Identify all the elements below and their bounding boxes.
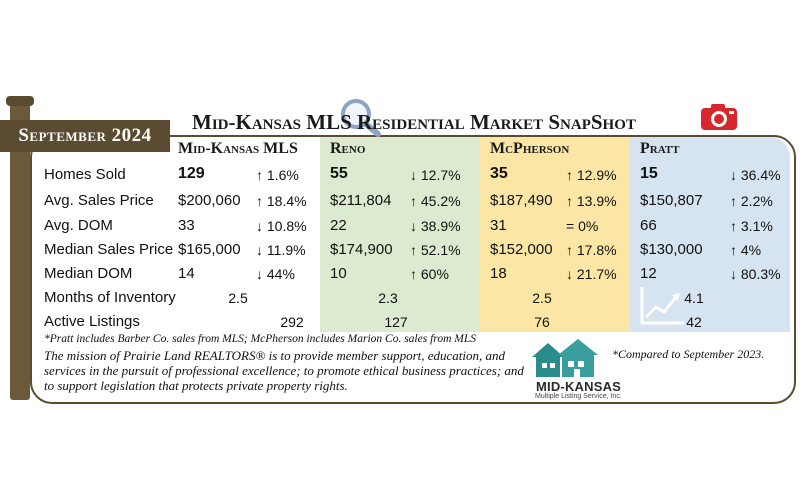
mk-homes-sold-change: ↑ 1.6% [256, 167, 299, 183]
mcp-homes-sold: 35 [490, 165, 508, 182]
mk-homes-sold: 129 [178, 165, 205, 182]
mcp-median-dom-change: ↓ 21.7% [566, 266, 617, 282]
reno-avg-dom: 22 [330, 217, 347, 234]
pratt-avg-price-change: ↑ 2.2% [730, 193, 773, 209]
header-pratt: Pratt [640, 140, 680, 157]
pratt-avg-dom: 66 [640, 217, 657, 234]
reno-homes-sold: 55 [330, 165, 348, 182]
reno-homes-sold-change: ↓ 12.7% [410, 167, 461, 183]
mcp-avg-dom-change: = 0% [566, 218, 599, 234]
reno-median-price: $174,900 [330, 241, 393, 258]
mission-statement: The mission of Prairie Land REALTORS® is… [44, 348, 524, 393]
row-label-median-dom: Median DOM [44, 265, 133, 282]
mk-months-inventory: 2.5 [228, 290, 248, 306]
reno-avg-dom-change: ↓ 38.9% [410, 218, 461, 234]
row-label-homes-sold: Homes Sold [44, 166, 126, 183]
pratt-median-dom-change: ↓ 80.3% [730, 266, 781, 282]
row-label-avg-sales-price: Avg. Sales Price [44, 192, 154, 209]
mk-median-price: $165,000 [178, 241, 241, 258]
mk-median-dom: 14 [178, 265, 195, 282]
reno-median-dom-change: ↑ 60% [410, 266, 449, 282]
reno-median-dom: 10 [330, 265, 347, 282]
camera-icon [701, 104, 737, 130]
mk-median-price-change: ↓ 11.9% [256, 242, 306, 258]
mcp-median-price: $152,000 [490, 241, 553, 258]
mcp-avg-price-change: ↑ 13.9% [566, 193, 617, 209]
pratt-months-inventory: 4.1 [684, 290, 704, 306]
reno-column-bg [320, 137, 480, 332]
logo-subtitle: Multiple Listing Service, Inc. [535, 393, 622, 400]
reno-avg-price-change: ↑ 45.2% [410, 193, 461, 209]
reno-avg-price: $211,804 [330, 192, 392, 209]
mid-kansas-column-bg [170, 137, 320, 332]
reno-active-listings: 127 [384, 314, 408, 330]
header-mid-kansas: Mid-Kansas MLS [178, 140, 298, 157]
row-label-active-listings: Active Listings [44, 313, 140, 330]
logo-name: MID-KANSAS [536, 379, 622, 394]
mcp-months-inventory: 2.5 [532, 290, 552, 306]
mk-active-listings: 292 [280, 314, 304, 330]
mk-avg-price: $200,060 [178, 192, 241, 209]
pratt-column-bg [630, 137, 790, 332]
header-reno: Reno [330, 140, 366, 157]
mk-median-dom-change: ↓ 44% [256, 266, 295, 282]
mcp-avg-dom: 31 [490, 217, 507, 234]
month-banner: September 2024 [0, 120, 170, 152]
signpost-cap [6, 96, 34, 106]
pratt-median-price: $130,000 [640, 241, 703, 258]
reno-median-price-change: ↑ 52.1% [410, 242, 461, 258]
signpost [10, 100, 30, 400]
mcp-avg-price: $187,490 [490, 192, 553, 209]
mk-avg-dom: 33 [178, 217, 195, 234]
pratt-active-listings: 42 [686, 314, 702, 330]
page-title: Mid-Kansas MLS Residential Market SnapSh… [192, 110, 636, 134]
row-label-avg-dom: Avg. DOM [44, 217, 113, 234]
mk-avg-dom-change: ↓ 10.8% [256, 218, 307, 234]
trend-chart-icon [640, 287, 684, 325]
reno-months-inventory: 2.3 [378, 290, 398, 306]
row-label-median-sales-price: Median Sales Price [44, 241, 174, 258]
pratt-avg-price: $150,807 [640, 192, 703, 209]
mcpherson-column-bg [480, 137, 630, 332]
pratt-median-price-change: ↑ 4% [730, 242, 762, 258]
magnifier-icon [341, 99, 381, 137]
pratt-avg-dom-change: ↑ 3.1% [730, 218, 773, 234]
pratt-homes-sold: 15 [640, 165, 658, 182]
houses-logo-icon [532, 339, 598, 377]
pratt-median-dom: 12 [640, 265, 657, 282]
mcp-median-price-change: ↑ 17.8% [566, 242, 617, 258]
mk-avg-price-change: ↑ 18.4% [256, 193, 307, 209]
mcp-active-listings: 76 [534, 314, 550, 330]
header-mcpherson: McPherson [490, 140, 570, 157]
mcp-homes-sold-change: ↑ 12.9% [566, 167, 617, 183]
compared-note: *Compared to September 2023. [612, 347, 765, 361]
pratt-homes-sold-change: ↓ 36.4% [730, 167, 781, 183]
footnote: *Pratt includes Barber Co. sales from ML… [44, 333, 476, 345]
mcp-median-dom: 18 [490, 265, 507, 282]
row-label-months-inventory: Months of Inventory [44, 289, 176, 306]
